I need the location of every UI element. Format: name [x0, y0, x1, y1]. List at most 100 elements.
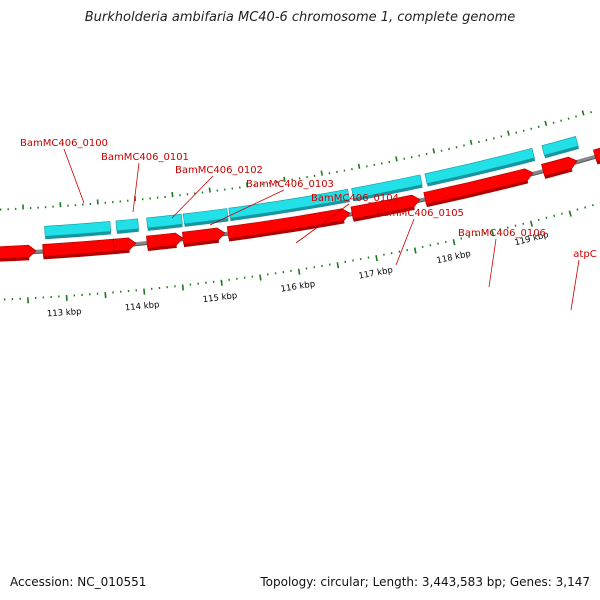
- tick-mark: [568, 210, 572, 217]
- tick-mark: [181, 284, 185, 291]
- reverse-gene-shadow: [228, 220, 345, 242]
- tick-mark: [553, 214, 556, 217]
- gene-label-leader: [171, 175, 214, 219]
- tick-mark: [469, 139, 473, 145]
- reverse-gene-shadow: [596, 160, 600, 165]
- reverse-gene: [113, 237, 137, 252]
- tick-mark: [171, 191, 174, 198]
- tick-mark: [590, 111, 592, 114]
- gene-label-leader: [63, 148, 85, 204]
- tick-mark: [245, 182, 249, 188]
- tick-mark: [143, 288, 146, 295]
- reverse-gene-shadow: [183, 239, 220, 248]
- gene-label: BamMC406_0104: [311, 193, 399, 204]
- label-leaders: [63, 148, 580, 311]
- forward-gene: [424, 147, 535, 184]
- scale-label: 113 kbp: [47, 307, 82, 319]
- gene-label-leader: [295, 203, 350, 244]
- tick-mark: [491, 230, 495, 237]
- tick-mark: [560, 119, 563, 122]
- tick-mark: [552, 121, 555, 124]
- accession-text: Accession: NC_010551: [10, 575, 147, 589]
- tick-mark: [581, 110, 585, 116]
- tick-mark: [395, 156, 398, 162]
- tick-mark: [283, 176, 286, 182]
- forward-gene-track: [44, 136, 580, 240]
- tick-mark: [297, 268, 301, 275]
- gene-label-leader: [488, 238, 497, 288]
- gene-labels: BamMC406_0100 BamMC406_0101 BamMC406_0102 B…: [20, 138, 597, 260]
- forward-gene-shadow: [230, 199, 351, 222]
- tick-mark: [530, 127, 533, 130]
- reverse-gene-shadow: [353, 206, 415, 222]
- forward-gene-shadow: [147, 224, 183, 231]
- reverse-gene: [226, 208, 351, 239]
- tick-mark: [537, 218, 540, 221]
- gene-label: BamMC406_0103: [246, 179, 334, 190]
- scale-label: 114 kbp: [124, 300, 159, 313]
- forward-gene-shadow: [116, 228, 139, 234]
- reverse-gene: [423, 168, 534, 205]
- gene-label: BamMC406_0101: [101, 152, 189, 163]
- gene-label-leader: [395, 218, 415, 266]
- reverse-gene-shadow: [114, 249, 130, 255]
- tick-mark: [515, 131, 518, 134]
- tick-mark: [375, 255, 378, 262]
- tick-mark: [220, 279, 223, 286]
- tick-mark: [208, 187, 211, 193]
- scale-label: 116 kbp: [280, 279, 316, 294]
- tick-mark: [357, 163, 361, 169]
- gene-label: atpC: [573, 249, 596, 260]
- forward-gene: [182, 208, 229, 225]
- tick-mark: [544, 120, 548, 126]
- gene-label: BamMC406_0100: [20, 138, 108, 149]
- forward-gene: [44, 221, 112, 237]
- tick-marks: [0, 110, 600, 304]
- tick-mark: [567, 117, 570, 120]
- gene-label-leader: [570, 259, 580, 311]
- forward-gene-shadow: [45, 231, 112, 240]
- tick-mark: [561, 212, 563, 215]
- forward-gene-shadow: [544, 146, 580, 159]
- gene-label: BamMC406_0106: [458, 228, 546, 239]
- reverse-gene-shadow: [544, 168, 573, 179]
- tick-mark: [522, 129, 525, 132]
- scale-label: 117 kbp: [358, 265, 394, 281]
- forward-gene: [541, 136, 579, 156]
- forward-gene: [228, 188, 350, 219]
- gene-label-leader: [209, 189, 285, 226]
- gene-label-leader: [132, 162, 140, 213]
- reverse-gene-shadow: [43, 251, 116, 260]
- forward-gene-shadow: [353, 184, 423, 202]
- reverse-gene: [146, 232, 184, 249]
- reverse-gene: [592, 147, 600, 162]
- reverse-gene: [0, 244, 37, 259]
- tick-mark: [432, 148, 436, 154]
- scale-label: 118 kbp: [436, 249, 472, 266]
- tick-mark: [537, 125, 540, 128]
- gene-label: BamMC406_0105: [376, 208, 464, 219]
- reverse-gene-shadow: [0, 257, 30, 262]
- tick-mark: [452, 239, 456, 246]
- forward-gene-shadow: [427, 157, 536, 187]
- reverse-gene-shadow: [147, 244, 177, 251]
- reverse-gene: [350, 194, 421, 220]
- reverse-gene: [181, 227, 226, 245]
- tick-mark: [529, 220, 533, 227]
- tick-mark: [259, 274, 262, 281]
- scale-label: 115 kbp: [202, 291, 238, 305]
- forward-gene: [115, 218, 139, 232]
- tick-mark: [591, 204, 594, 207]
- tick-mark: [545, 216, 548, 219]
- forward-gene: [146, 213, 183, 229]
- gene-label: BamMC406_0102: [175, 165, 263, 176]
- forward-gene: [351, 174, 423, 199]
- tick-mark: [584, 206, 587, 209]
- reverse-gene: [541, 156, 578, 177]
- reverse-gene-shadow: [426, 180, 529, 208]
- tick-mark: [576, 208, 579, 211]
- tick-mark: [320, 170, 323, 176]
- reverse-gene-track: [0, 147, 600, 262]
- forward-gene-shadow: [184, 218, 229, 227]
